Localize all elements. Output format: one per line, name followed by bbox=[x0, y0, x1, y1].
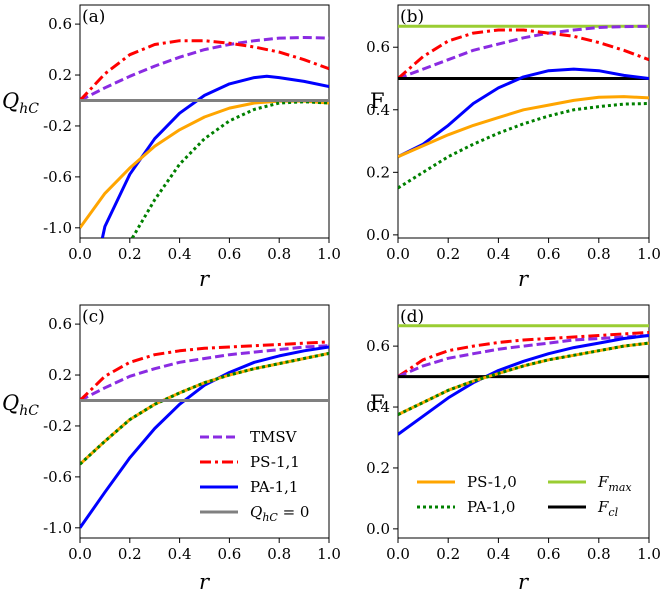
panel-c-ylabel: QhC bbox=[2, 391, 39, 419]
series-pa11-line bbox=[100, 74, 329, 238]
legend-label-tmsv: TMSV bbox=[250, 428, 298, 446]
x-tick-label: 0.4 bbox=[486, 545, 510, 563]
y-tick-label: 0.2 bbox=[48, 366, 72, 384]
panel-c-series bbox=[80, 340, 329, 529]
panel-d: (d) 0.0 0.2 0.4 0.6 0.8 1.0 0.6 0.4 0.2 0.0 bbox=[366, 304, 661, 563]
x-tick-label: 0.8 bbox=[267, 545, 291, 563]
x-tick-label: 0.0 bbox=[68, 245, 92, 263]
y-tick-label: 0.4 bbox=[366, 398, 390, 416]
y-tick-label: -1.0 bbox=[43, 219, 72, 237]
series-pa11-line bbox=[80, 345, 329, 529]
legend-label-ps11: PS-1,1 bbox=[250, 453, 300, 471]
legend-label-zero: QhC = 0 bbox=[250, 503, 309, 524]
panel-a-ylabel: QhC bbox=[2, 89, 39, 117]
series-ps10-line bbox=[80, 99, 329, 229]
x-tick-label: 0.4 bbox=[168, 245, 192, 263]
y-tick-label: 0.0 bbox=[366, 520, 390, 538]
panel-b-tag: (b) bbox=[400, 7, 424, 27]
legend-label-fcl: Fcl bbox=[597, 498, 619, 519]
series-pa10-line bbox=[398, 102, 649, 190]
series-tmsv-line bbox=[80, 36, 329, 102]
panel-d-tag: (d) bbox=[400, 307, 424, 327]
series-ps10-line bbox=[398, 95, 649, 159]
y-tick-label: 0.6 bbox=[48, 15, 72, 33]
panel-a-xlabel: r bbox=[199, 267, 211, 291]
series-pa11-line bbox=[398, 334, 649, 436]
panel-c-tag: (c) bbox=[82, 307, 105, 327]
x-tick-label: 0.2 bbox=[436, 245, 460, 263]
y-tick-label: -1.0 bbox=[43, 519, 72, 537]
y-tick-label: -0.2 bbox=[43, 117, 72, 135]
panel-a-frame bbox=[79, 4, 330, 239]
x-tick-label: 1.0 bbox=[637, 245, 661, 263]
x-tick-label: 0.4 bbox=[486, 245, 510, 263]
panel-b-series bbox=[398, 24, 649, 190]
legend-label-ps10: PS-1,0 bbox=[467, 473, 517, 491]
panel-b: (b) 0.0 0.2 0.4 0.6 0.8 1.0 0.6 0.4 0.2 0.0 bbox=[366, 4, 661, 263]
y-tick-label: -0.2 bbox=[43, 417, 72, 435]
x-tick-label: 1.0 bbox=[317, 245, 341, 263]
series-ps11-line bbox=[80, 340, 329, 402]
panel-d-ylabel: F bbox=[370, 391, 385, 415]
y-tick-label: 0.2 bbox=[366, 163, 390, 181]
x-tick-label: 0.4 bbox=[168, 545, 192, 563]
series-pa10-line bbox=[80, 351, 329, 466]
series-ps11-line bbox=[398, 28, 649, 80]
panel-d-xlabel: r bbox=[518, 570, 530, 594]
panel-a: (a) 0.0 0.2 0.4 0.6 0.8 1.0 0.6 0.2 -0.2 -0.6 -1.0 bbox=[43, 4, 341, 263]
y-tick-label: 0.6 bbox=[366, 337, 390, 355]
panel-c-xlabel: r bbox=[199, 570, 211, 594]
y-tick-label: 0.2 bbox=[48, 66, 72, 84]
legend-c: TMSV PS-1,1 PA-1,1 QhC = 0 bbox=[200, 428, 309, 524]
x-tick-label: 0.8 bbox=[587, 245, 611, 263]
x-tick-label: 0.0 bbox=[386, 245, 410, 263]
x-tick-label: 0.2 bbox=[118, 545, 142, 563]
x-tick-label: 0.2 bbox=[436, 545, 460, 563]
y-tick-label: 0.6 bbox=[366, 38, 390, 56]
panel-b-ylabel: F bbox=[370, 89, 385, 113]
x-tick-label: 0.8 bbox=[267, 245, 291, 263]
series-ps11-line bbox=[80, 39, 329, 102]
series-pa10-line bbox=[131, 100, 329, 238]
series-tmsv-line bbox=[398, 24, 649, 80]
y-tick-label: 0.2 bbox=[366, 459, 390, 477]
legend-label-pa11: PA-1,1 bbox=[250, 478, 298, 496]
x-tick-label: 0.6 bbox=[537, 245, 561, 263]
series-pa10-line bbox=[398, 341, 649, 416]
panel-c: (c) 0.0 0.2 0.4 0.6 0.8 1.0 0.6 0.2 -0.2 -0.6 -1.0 bbox=[43, 304, 341, 563]
panel-b-frame bbox=[397, 4, 650, 239]
series-tmsv-line bbox=[398, 334, 649, 378]
y-tick-label: -0.6 bbox=[43, 168, 72, 186]
panel-a-series bbox=[80, 36, 329, 238]
panel-a-tag: (a) bbox=[82, 7, 105, 27]
x-tick-label: 0.6 bbox=[537, 545, 561, 563]
x-tick-label: 0.0 bbox=[68, 545, 92, 563]
x-tick-label: 0.0 bbox=[386, 545, 410, 563]
x-tick-label: 1.0 bbox=[637, 545, 661, 563]
legend-label-pa10: PA-1,0 bbox=[467, 498, 515, 516]
legend-label-fmax: Fmax bbox=[597, 473, 632, 494]
x-tick-label: 0.8 bbox=[587, 545, 611, 563]
panel-b-xlabel: r bbox=[518, 267, 530, 291]
series-ps11-line bbox=[398, 330, 649, 378]
series-tmsv-line bbox=[80, 344, 329, 402]
x-tick-label: 1.0 bbox=[317, 545, 341, 563]
y-tick-label: 0.6 bbox=[48, 315, 72, 333]
x-tick-label: 0.6 bbox=[217, 245, 241, 263]
x-tick-label: 0.2 bbox=[118, 245, 142, 263]
y-tick-label: 0.4 bbox=[366, 101, 390, 119]
y-tick-label: -0.6 bbox=[43, 468, 72, 486]
series-pa11-line bbox=[398, 67, 649, 159]
panel-d-frame bbox=[397, 304, 650, 539]
panel-d-series bbox=[398, 324, 649, 436]
legend-d: PS-1,0 PA-1,0 Fmax Fcl bbox=[417, 473, 632, 519]
x-tick-label: 0.6 bbox=[217, 545, 241, 563]
panel-c-frame bbox=[79, 304, 330, 539]
y-tick-label: 0.0 bbox=[366, 226, 390, 244]
